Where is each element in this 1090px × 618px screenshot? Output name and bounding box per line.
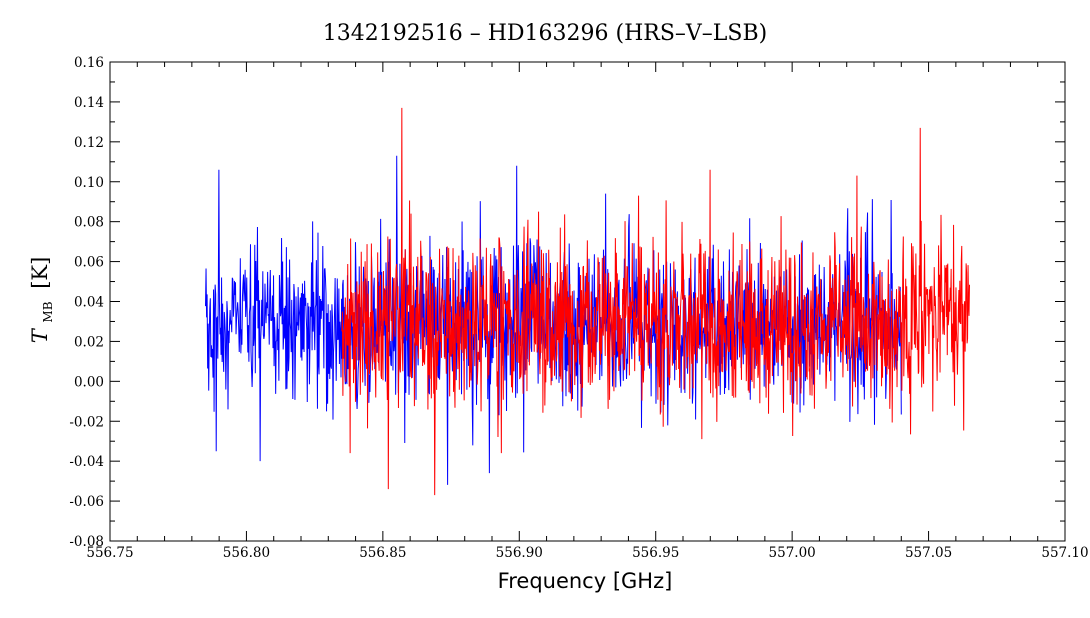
x-tick-label: 556.85	[359, 545, 406, 561]
y-tick-label: 0.10	[74, 175, 104, 191]
y-axis-label-sub: MB	[41, 301, 55, 322]
x-tick-label: 556.95	[632, 545, 679, 561]
y-tick-label: 0.12	[74, 135, 104, 151]
y-tick-label: 0.04	[74, 295, 104, 311]
y-axis-label-main: T	[28, 327, 52, 343]
y-tick-label: -0.04	[69, 454, 104, 470]
x-tick-label: 556.75	[86, 545, 133, 561]
chart-title: 1342192516 – HD163296 (HRS–V–LSB)	[323, 21, 767, 46]
y-axis: -0.08 -0.06 -0.04 -0.02 0.00 0.02 0.04 0.06 0.08…	[69, 55, 1065, 550]
y-tick-label: 0.00	[74, 374, 104, 390]
y-tick-label: 0.16	[74, 55, 104, 71]
y-tick-label: 0.08	[74, 215, 104, 231]
x-tick-label: 557.10	[1041, 545, 1088, 561]
series-layer	[205, 107, 970, 496]
x-tick-label: 557.00	[769, 545, 816, 561]
x-tick-label: 556.80	[223, 545, 270, 561]
y-tick-label: -0.08	[69, 534, 104, 550]
x-axis-label: Frequency [GHz]	[498, 569, 673, 593]
series-line-red	[341, 107, 970, 496]
y-tick-label: -0.06	[69, 494, 104, 510]
svg-text:T MB [K]: T MB [K]	[28, 257, 57, 344]
x-tick-label: 556.90	[496, 545, 543, 561]
y-axis-label: T MB [K]	[28, 257, 57, 344]
x-axis: 556.75 556.80 556.85 556.90 556.95 557.00 557.…	[86, 62, 1089, 561]
y-axis-label-unit: [K]	[28, 257, 52, 289]
y-tick-label: -0.02	[69, 414, 104, 430]
y-tick-label: 0.02	[74, 334, 104, 350]
y-tick-label: 0.06	[74, 255, 104, 271]
y-tick-label: 0.14	[74, 95, 104, 111]
x-tick-label: 557.05	[905, 545, 952, 561]
